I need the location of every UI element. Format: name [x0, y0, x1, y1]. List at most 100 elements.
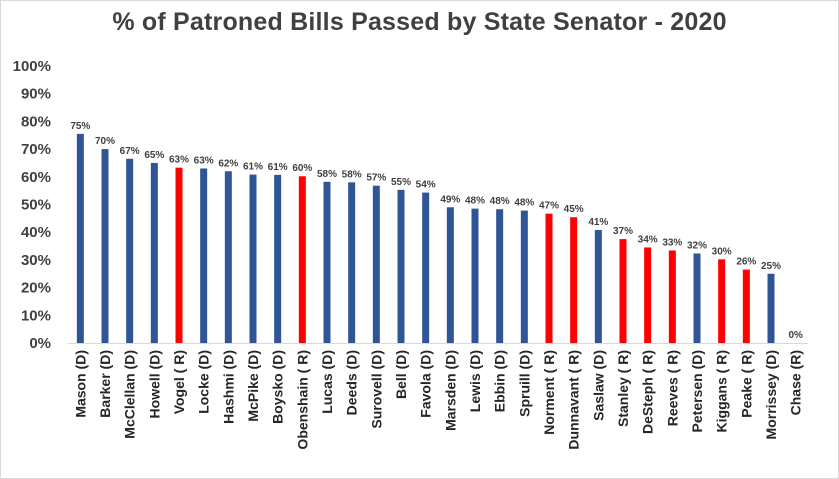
category-label: Chase (R) — [788, 350, 804, 415]
bar-6 — [224, 171, 232, 343]
y-tick-label: 0% — [29, 335, 51, 352]
bar-28 — [767, 273, 775, 343]
data-label: 37% — [613, 226, 633, 237]
bar-17 — [496, 209, 504, 343]
bar-18 — [520, 210, 528, 343]
data-label: 61% — [243, 162, 263, 173]
bar-27 — [742, 269, 750, 343]
data-label: 63% — [169, 155, 189, 166]
bar-14 — [422, 192, 430, 343]
data-label: 30% — [712, 246, 732, 257]
data-label: 57% — [366, 173, 386, 184]
data-label: 48% — [465, 196, 485, 207]
data-label: 63% — [194, 155, 214, 166]
bar-15 — [446, 207, 454, 343]
bar-26 — [718, 259, 726, 343]
bar-24 — [668, 250, 676, 343]
data-label: 61% — [268, 162, 288, 173]
data-label: 49% — [440, 194, 460, 205]
data-label: 34% — [638, 234, 658, 245]
category-label: Vogel ( R) — [171, 350, 187, 414]
category-label: Peake ( R) — [738, 350, 754, 418]
category-label: Mason (D) — [72, 350, 88, 418]
category-label: Obenshain ( R) — [294, 350, 310, 450]
data-label: 25% — [761, 261, 781, 272]
data-label: 32% — [687, 241, 707, 252]
data-label: 58% — [342, 169, 362, 180]
bar-25 — [693, 253, 701, 343]
bar-1 — [101, 149, 109, 343]
data-label: 70% — [95, 136, 115, 147]
category-label: Lewis (D) — [467, 350, 483, 412]
category-label: Favola (D) — [418, 350, 434, 418]
bar-2 — [126, 158, 134, 343]
category-label: Dunnavant ( R) — [566, 350, 582, 450]
data-label: 55% — [391, 177, 411, 188]
chart-title: % of Patroned Bills Passed by State Sena… — [112, 8, 727, 36]
category-label: Hashmi (D) — [220, 350, 236, 424]
bar-3 — [150, 162, 158, 343]
bar-4 — [175, 167, 183, 343]
y-tick-label: 70% — [21, 141, 51, 158]
data-label: 26% — [736, 257, 756, 268]
category-label: McPike (D) — [245, 350, 261, 422]
category-label: Barker (D) — [97, 350, 113, 418]
y-tick-label: 60% — [21, 169, 51, 186]
y-tick-label: 10% — [21, 307, 51, 324]
y-tick-label: 90% — [21, 86, 51, 103]
data-label: 60% — [292, 163, 312, 174]
bar-20 — [570, 217, 578, 343]
bar-9 — [298, 176, 306, 343]
bar-19 — [545, 213, 553, 343]
bar-5 — [200, 168, 208, 343]
data-label: 58% — [317, 169, 337, 180]
category-label: Locke (D) — [196, 350, 212, 414]
y-tick-label: 20% — [21, 280, 51, 297]
data-label: 41% — [588, 217, 608, 228]
bar-11 — [348, 182, 356, 343]
category-label: Bell (D) — [393, 350, 409, 399]
category-label: McClellan (D) — [122, 350, 138, 439]
y-tick-label: 40% — [21, 224, 51, 241]
data-label: 45% — [564, 204, 584, 215]
y-tick-label: 80% — [21, 113, 51, 130]
category-label: Saslaw (D) — [590, 350, 606, 421]
data-label: 62% — [218, 158, 238, 169]
category-label: Boysko (D) — [270, 350, 286, 424]
data-label: 65% — [144, 150, 164, 161]
category-label: Morrissey (D) — [763, 350, 779, 439]
data-label: 48% — [514, 198, 534, 209]
bar-23 — [644, 247, 652, 343]
bar-12 — [372, 185, 380, 343]
category-label: Lucas (D) — [319, 350, 335, 414]
category-label: Deeds (D) — [344, 350, 360, 415]
bar-13 — [397, 189, 405, 343]
category-label: Marsden (D) — [442, 350, 458, 431]
bar-0 — [76, 133, 84, 343]
bar-8 — [274, 174, 282, 343]
bar-16 — [471, 208, 479, 343]
category-label: Spruill (D) — [516, 350, 532, 417]
data-label: 0% — [788, 330, 803, 341]
category-label: Howell (D) — [146, 350, 162, 418]
data-label: 33% — [662, 237, 682, 248]
y-tick-label: 100% — [13, 58, 51, 75]
y-tick-label: 30% — [21, 252, 51, 269]
y-tick-label: 50% — [21, 197, 51, 214]
category-label: Reeves ( R) — [664, 350, 680, 426]
category-label: Stanley ( R) — [615, 350, 631, 427]
category-label: Kiggans ( R) — [714, 350, 730, 432]
bar-22 — [619, 239, 627, 343]
data-label: 54% — [416, 180, 436, 191]
category-label: Ebbin (D) — [492, 350, 508, 412]
bar-21 — [594, 229, 602, 343]
data-label: 47% — [539, 201, 559, 212]
data-label: 48% — [490, 196, 510, 207]
category-label: DeSteph ( R) — [640, 350, 656, 434]
category-label: Norment ( R) — [541, 350, 557, 435]
data-label: 75% — [70, 121, 90, 132]
category-label: Petersen (D) — [689, 350, 705, 432]
data-label: 67% — [120, 146, 140, 157]
